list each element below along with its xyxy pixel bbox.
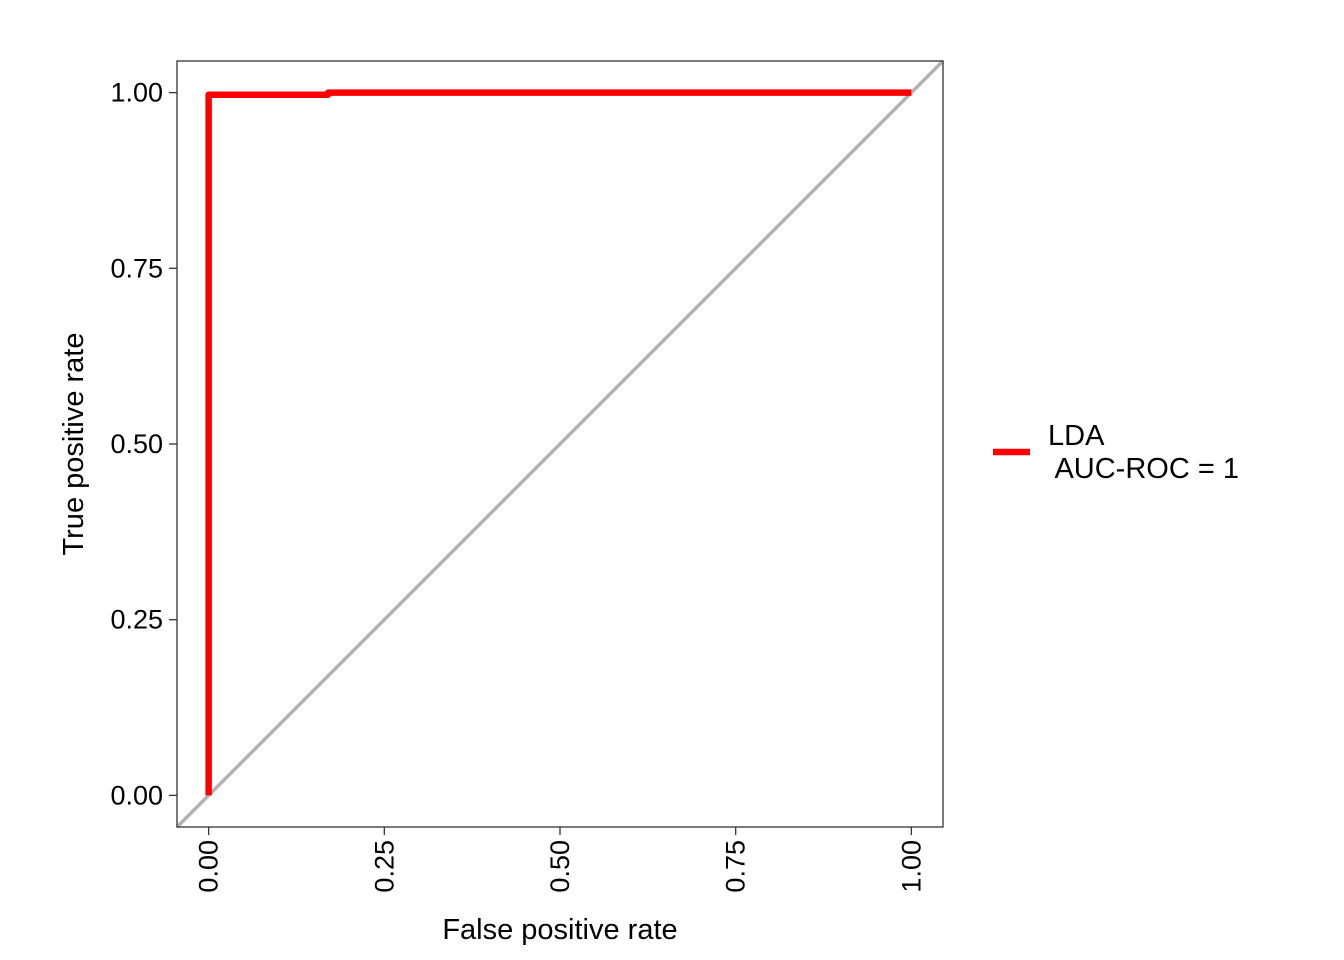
- x-axis-title: False positive rate: [442, 914, 677, 946]
- x-tick-label: 0.50: [545, 840, 575, 893]
- reference-diagonal-line: [175, 59, 945, 829]
- x-tick-label: 0.75: [721, 840, 751, 893]
- legend-label: AUC-ROC = 1: [1048, 453, 1239, 485]
- y-tick-label: 0.50: [110, 429, 163, 459]
- x-tick-label: 0.00: [194, 840, 224, 893]
- y-tick-label: 0.00: [110, 780, 163, 810]
- x-tick-label: 1.00: [896, 840, 926, 893]
- y-tick-label: 1.00: [110, 78, 163, 108]
- x-tick-label: 0.25: [369, 840, 399, 893]
- y-tick-label: 0.75: [110, 253, 163, 283]
- y-tick-label: 0.25: [110, 605, 163, 635]
- y-axis-title: True positive rate: [58, 333, 90, 556]
- legend: LDA AUC-ROC = 1: [993, 420, 1239, 485]
- roc-curve-series-0: [205, 89, 912, 796]
- legend-label: LDA: [1048, 420, 1105, 452]
